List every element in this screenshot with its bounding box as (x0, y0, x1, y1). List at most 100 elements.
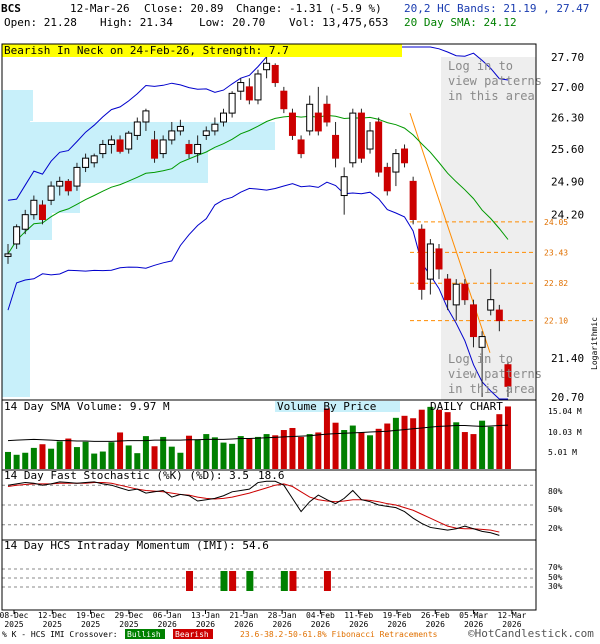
stochastic-lines (2, 480, 536, 536)
close-label: Close: 20.89 (144, 2, 223, 15)
candle-body (469, 304, 477, 338)
candle-body (452, 283, 460, 306)
volume-bar (470, 434, 477, 469)
year-label: 2026 (311, 620, 330, 629)
year-label: 2025 (81, 620, 100, 629)
candle-body (487, 299, 495, 311)
year-label: 2025 (4, 620, 23, 629)
login-top-1[interactable]: Log in to (448, 59, 513, 73)
candle-body (82, 157, 90, 168)
candle-body (357, 112, 365, 159)
imi-tick-30: 30% (548, 582, 563, 591)
volume-bar (461, 432, 468, 469)
candle-body (444, 278, 452, 301)
sma-label: 20 Day SMA: 24.12 (404, 16, 517, 29)
volume-bar (375, 428, 382, 469)
volume-bar (203, 434, 210, 469)
copyright[interactable]: ©HotCandlestick.com (468, 627, 594, 640)
login-bottom-2[interactable]: view patterns (448, 367, 542, 381)
pattern-text: Bearish In Neck on 24-Feb-26, Strength: … (4, 44, 289, 57)
year-label: 2026 (464, 620, 483, 629)
volume-bar (211, 437, 218, 469)
sma-line (7, 114, 509, 255)
price-axis: 27.70 27.00 26.30 25.60 24.90 24.20 21.40 20.70 (551, 51, 584, 404)
daily-label: DAILY CHART (430, 400, 503, 413)
candle-body (47, 185, 55, 201)
candle-body (314, 112, 322, 132)
candle-body (13, 226, 21, 245)
upper-band (7, 46, 509, 201)
stoch-tick-80: 80% (548, 487, 563, 496)
imi-marker (186, 571, 194, 591)
volume-sma-line (7, 424, 508, 442)
date-label: 13-Jan (191, 611, 220, 620)
login-bottom-3[interactable]: in this area (448, 382, 535, 396)
volume-bars (5, 406, 511, 469)
candle-body (151, 139, 159, 159)
login-top-2[interactable]: view patterns (448, 74, 542, 88)
candle-body (383, 166, 391, 192)
vol-tick-1: 15.04 M (548, 407, 582, 416)
login-top-3[interactable]: in this area (448, 89, 535, 103)
date-label: 08-Dec (0, 611, 29, 620)
candle-body (392, 153, 400, 173)
candle-body (73, 166, 81, 187)
candle-body (461, 283, 469, 301)
volume-bar (272, 435, 279, 469)
date-label: 12-Dec (38, 611, 67, 620)
volume-bar (194, 439, 201, 469)
year-label: 2026 (196, 620, 215, 629)
imi-marker (220, 571, 228, 591)
stoch-tick-20: 20% (548, 524, 563, 533)
vbp-label-bg (275, 401, 400, 412)
stoch-title-d: 18.6 (258, 469, 285, 482)
imi-lines (2, 568, 536, 591)
volume-bar (160, 436, 167, 469)
volume-bar (220, 442, 227, 469)
volume-bar (5, 451, 11, 469)
legend-bearish: Bearish (175, 630, 209, 639)
bands-label: 20,2 HC Bands: 21.19 , 27.47 (404, 2, 589, 15)
date-label: 19-Feb (383, 611, 412, 620)
legend-fib: 23.6-38.2-50-61.8% Fibonacci Retracement… (240, 630, 438, 639)
imi-panel: 14 Day HCS Intraday Momentum (IMI): 54.6… (1, 539, 563, 611)
candle-body (133, 121, 141, 136)
price-tick: 24.20 (551, 209, 584, 222)
fib-label: 24.05 (544, 218, 568, 227)
volume-panel-title: 14 Day SMA Volume: 9.97 M (4, 400, 170, 413)
volume-bar (108, 442, 115, 469)
volume-bar (99, 451, 106, 469)
volume-bar (65, 438, 72, 469)
volume-bar (367, 435, 374, 469)
candle-body (418, 228, 426, 290)
volume-bar (289, 427, 296, 469)
candle-body (366, 130, 374, 150)
candle-body (211, 123, 219, 132)
open-label: Open: 21.28 (4, 16, 77, 29)
fib-label: 22.10 (544, 317, 568, 326)
volume-label: Vol: 13,475,653 (289, 16, 388, 29)
date-label: 06-Jan (153, 611, 182, 620)
candle-body (263, 62, 271, 71)
volume-bar (487, 426, 494, 469)
candle-body (409, 180, 417, 220)
stochastic-panel: 14 Day Fast Stochastic (%K) (%D): 3.5 18… (1, 469, 563, 541)
volume-bar (134, 453, 141, 469)
imi-marker (229, 571, 237, 591)
pattern-overlay (441, 57, 536, 400)
date-axis: 08-Dec202512-Dec202519-Dec202529-Dec2025… (0, 610, 527, 629)
volume-bar (315, 432, 322, 469)
volume-bar (82, 441, 89, 469)
imi-tick-50: 50% (548, 573, 563, 582)
volume-bar (39, 444, 46, 469)
volume-bar (73, 447, 80, 469)
change-label: Change: -1.31 (-5.9 %) (236, 2, 382, 15)
volume-bar (229, 443, 236, 469)
year-label: 2026 (272, 620, 291, 629)
price-tick: 24.90 (551, 175, 584, 188)
volume-bar (306, 434, 313, 469)
login-bottom-1[interactable]: Log in to (448, 352, 513, 366)
candle-body (401, 148, 409, 164)
